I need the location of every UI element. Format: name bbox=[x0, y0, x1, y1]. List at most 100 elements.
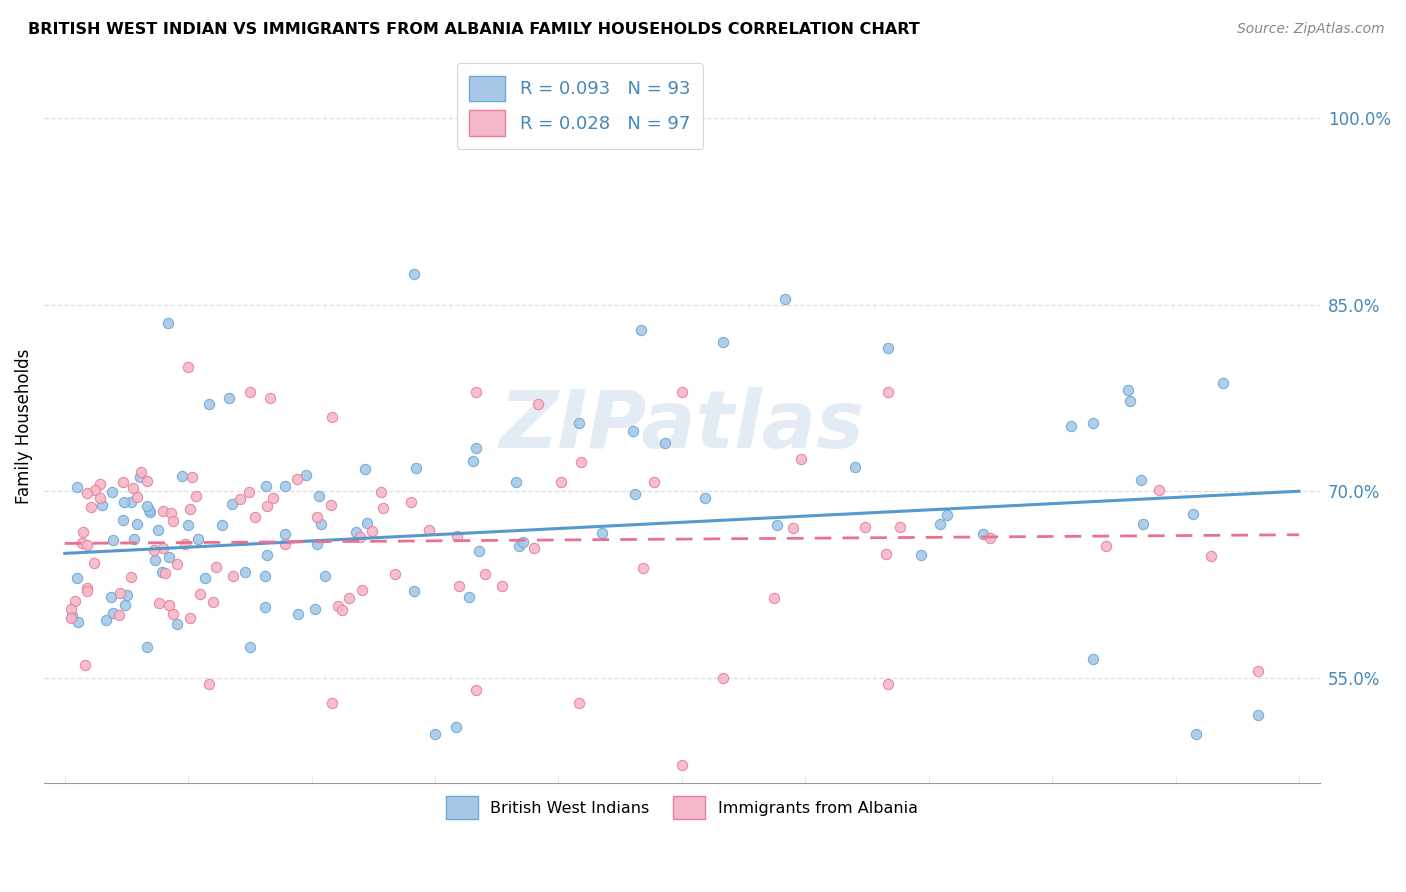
Point bbox=[361, 524, 384, 539]
Point bbox=[274, 479, 297, 493]
Point bbox=[763, 591, 786, 605]
Point bbox=[423, 726, 446, 740]
Point bbox=[172, 469, 194, 483]
Point bbox=[671, 384, 693, 399]
Point bbox=[523, 541, 546, 555]
Point bbox=[136, 475, 159, 489]
Point bbox=[876, 341, 898, 355]
Point bbox=[321, 409, 343, 424]
Point bbox=[238, 485, 260, 500]
Point bbox=[139, 505, 162, 519]
Point bbox=[179, 611, 201, 625]
Point bbox=[120, 570, 142, 584]
Point bbox=[404, 267, 426, 281]
Point bbox=[111, 475, 134, 489]
Point bbox=[103, 533, 125, 547]
Point bbox=[222, 568, 245, 582]
Point bbox=[253, 569, 276, 583]
Point bbox=[630, 323, 652, 337]
Point bbox=[465, 441, 488, 455]
Point bbox=[197, 677, 219, 691]
Point bbox=[187, 532, 209, 546]
Point bbox=[204, 560, 226, 574]
Legend: British West Indians, Immigrants from Albania: British West Indians, Immigrants from Al… bbox=[439, 790, 925, 825]
Point bbox=[66, 571, 89, 585]
Point bbox=[875, 547, 897, 561]
Point bbox=[153, 566, 176, 581]
Point bbox=[197, 397, 219, 411]
Point bbox=[444, 721, 467, 735]
Point bbox=[782, 521, 804, 535]
Point bbox=[591, 526, 613, 541]
Point bbox=[89, 491, 111, 506]
Point bbox=[156, 317, 179, 331]
Point bbox=[766, 517, 789, 532]
Point bbox=[148, 596, 170, 610]
Point bbox=[695, 491, 717, 506]
Point bbox=[979, 531, 1001, 545]
Point bbox=[876, 677, 898, 691]
Point bbox=[239, 384, 262, 399]
Point bbox=[80, 500, 103, 515]
Point bbox=[143, 542, 166, 557]
Point bbox=[114, 598, 136, 612]
Point bbox=[127, 516, 149, 531]
Point bbox=[148, 523, 170, 537]
Y-axis label: Family Households: Family Households bbox=[15, 348, 32, 504]
Point bbox=[468, 544, 491, 558]
Point bbox=[256, 548, 278, 562]
Point bbox=[654, 436, 676, 450]
Point bbox=[321, 696, 343, 710]
Point bbox=[876, 384, 898, 399]
Point bbox=[107, 607, 129, 622]
Point bbox=[166, 557, 188, 571]
Point bbox=[505, 475, 527, 490]
Point bbox=[1119, 394, 1142, 409]
Point bbox=[129, 465, 152, 479]
Point bbox=[166, 617, 188, 632]
Point bbox=[1129, 473, 1152, 487]
Text: ZIPatlas: ZIPatlas bbox=[499, 387, 865, 465]
Point bbox=[624, 486, 647, 500]
Point bbox=[1247, 708, 1270, 723]
Point bbox=[76, 538, 98, 552]
Point bbox=[243, 509, 266, 524]
Point bbox=[1132, 516, 1154, 531]
Point bbox=[262, 491, 284, 506]
Point bbox=[304, 602, 326, 616]
Point bbox=[465, 384, 488, 399]
Point bbox=[631, 561, 654, 575]
Point bbox=[60, 609, 83, 624]
Point bbox=[83, 483, 105, 497]
Text: Source: ZipAtlas.com: Source: ZipAtlas.com bbox=[1237, 22, 1385, 37]
Point bbox=[186, 489, 208, 503]
Point bbox=[344, 524, 367, 539]
Point bbox=[294, 468, 316, 483]
Point bbox=[253, 599, 276, 614]
Point bbox=[1116, 384, 1139, 398]
Point bbox=[157, 598, 180, 612]
Point bbox=[711, 671, 734, 685]
Point bbox=[1182, 508, 1205, 522]
Point bbox=[621, 424, 644, 438]
Point bbox=[259, 391, 281, 405]
Point bbox=[72, 536, 94, 550]
Point bbox=[711, 334, 734, 349]
Point bbox=[287, 607, 309, 622]
Point bbox=[66, 480, 89, 494]
Point bbox=[254, 479, 277, 493]
Point bbox=[150, 566, 173, 580]
Point bbox=[463, 454, 485, 468]
Point bbox=[352, 583, 374, 598]
Point bbox=[76, 584, 98, 599]
Point bbox=[1095, 539, 1118, 553]
Point bbox=[256, 499, 278, 513]
Point bbox=[101, 484, 124, 499]
Point bbox=[72, 525, 94, 540]
Point bbox=[129, 469, 152, 483]
Point bbox=[229, 492, 252, 507]
Point bbox=[211, 518, 233, 533]
Point bbox=[643, 475, 665, 490]
Point bbox=[305, 537, 328, 551]
Point bbox=[311, 517, 333, 532]
